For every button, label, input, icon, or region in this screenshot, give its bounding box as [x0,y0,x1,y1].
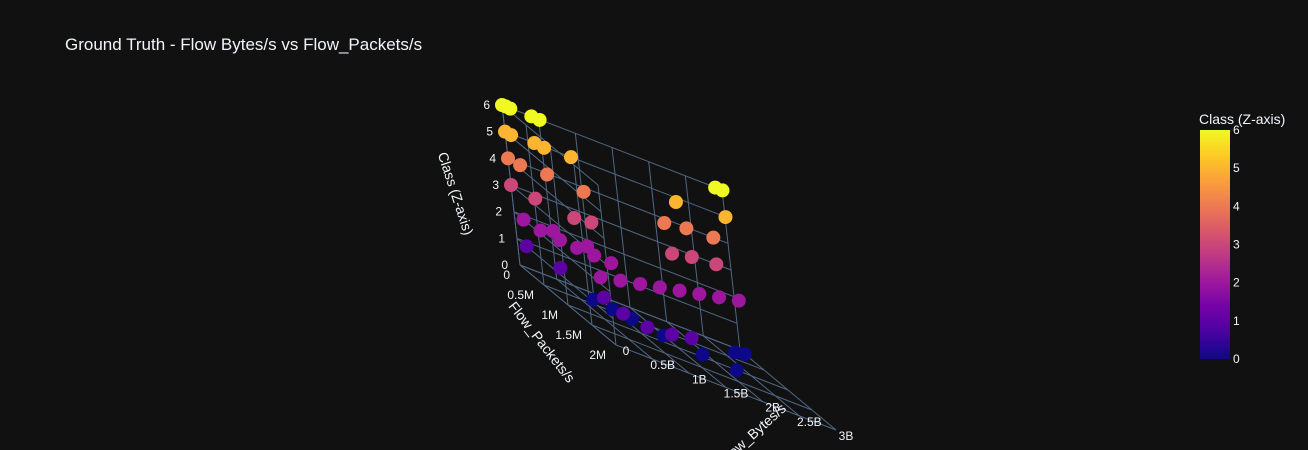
z-tick-label: 6 [483,98,490,112]
data-point[interactable] [540,167,555,182]
data-point[interactable] [715,183,730,198]
x-tick-label: 1B [692,372,707,386]
data-point[interactable] [504,128,519,143]
x-tick-label: 2.5B [797,415,822,429]
data-point[interactable] [668,195,683,209]
data-point[interactable] [712,290,727,305]
data-point[interactable] [564,150,578,165]
data-point[interactable] [616,306,631,321]
data-point[interactable] [729,363,744,378]
colorbar-tick-label: 6 [1233,123,1240,137]
data-point[interactable] [532,112,547,127]
data-point[interactable] [537,140,552,155]
data-point[interactable] [605,302,620,317]
data-point[interactable] [586,292,601,307]
colorbar-tick-label: 2 [1233,276,1240,290]
y-tick-label: 1M [541,308,558,322]
grid-line [519,264,741,351]
colorbar-title: Class (Z-axis) [1199,111,1285,127]
data-point[interactable] [709,257,724,272]
data-point[interactable] [652,280,667,295]
data-point[interactable] [664,327,679,342]
data-point[interactable] [613,273,628,288]
colorbar-tick-label: 1 [1233,314,1240,328]
data-point[interactable] [570,240,585,255]
x-tick-label: 3B [839,429,854,443]
z-tick-label: 4 [489,151,496,165]
data-point[interactable] [737,347,752,361]
x-tick-label: 1.5B [724,387,749,401]
z-tick-label: 0 [501,258,508,272]
data-point[interactable] [553,233,567,248]
x-tick-label: 2B [765,401,780,415]
x-tick-label: 0.5B [650,358,675,372]
chart-title: Ground Truth - Flow Bytes/s vs Flow_Pack… [65,35,422,54]
data-point[interactable] [706,230,721,245]
colorbar-tick-label: 3 [1233,238,1240,252]
z-tick-label: 1 [498,231,505,245]
data-point[interactable] [516,212,531,227]
data-points[interactable] [495,98,752,378]
data-point[interactable] [553,261,568,275]
data-point[interactable] [587,248,602,263]
z-tick-label: 2 [495,205,502,219]
data-point[interactable] [503,101,518,116]
data-point[interactable] [679,221,694,236]
z-axis-title: Class (Z-axis) [435,150,477,237]
y-tick-label: 2M [589,348,606,362]
data-point[interactable] [672,283,687,298]
colorbar: Class (Z-axis) 0 1 2 3 4 5 6 [1199,111,1285,366]
data-point[interactable] [684,331,699,345]
grid-line [567,304,789,391]
axis-tick-labels: 0 0.5B 1B 1.5B 2B 2.5B 3B 0 0.5M 1M 1.5M 2M 0 1 2 3 4 5 6 [483,98,853,443]
data-point[interactable] [528,191,543,206]
data-point[interactable] [731,293,746,308]
data-point[interactable] [684,250,699,264]
data-point[interactable] [567,211,582,225]
data-point[interactable] [596,290,611,305]
data-point[interactable] [584,215,599,230]
data-point[interactable] [519,239,534,254]
grid-line [591,324,813,411]
colorbar-tick-label: 0 [1233,352,1240,366]
colorbar-tick-label: 5 [1233,161,1240,175]
colorbar-gradient [1200,130,1230,359]
x-axis-title: Flow_Bytes/s [716,400,789,450]
data-point[interactable] [657,216,672,230]
data-point[interactable] [576,184,591,199]
data-point[interactable] [695,347,710,362]
data-point[interactable] [501,151,515,166]
z-tick-label: 3 [492,178,499,192]
axis-grid [501,104,837,431]
data-point[interactable] [513,158,528,173]
data-point[interactable] [593,270,608,285]
colorbar-ticks: 0 1 2 3 4 5 6 [1233,123,1240,366]
x-tick-label: 0 [623,344,630,358]
y-tick-label: 0.5M [507,288,534,302]
data-point[interactable] [692,287,707,301]
grid-line [615,344,837,431]
data-point[interactable] [640,320,655,335]
data-point[interactable] [504,178,518,192]
z-tick-label: 5 [486,125,493,139]
y-tick-label: 0 [503,268,510,282]
data-point[interactable] [665,246,680,261]
data-point[interactable] [633,277,648,291]
y-tick-label: 1.5M [555,328,582,342]
data-point[interactable] [604,256,619,271]
data-point[interactable] [533,223,548,238]
colorbar-tick-label: 4 [1233,199,1240,213]
data-point[interactable] [718,210,733,225]
